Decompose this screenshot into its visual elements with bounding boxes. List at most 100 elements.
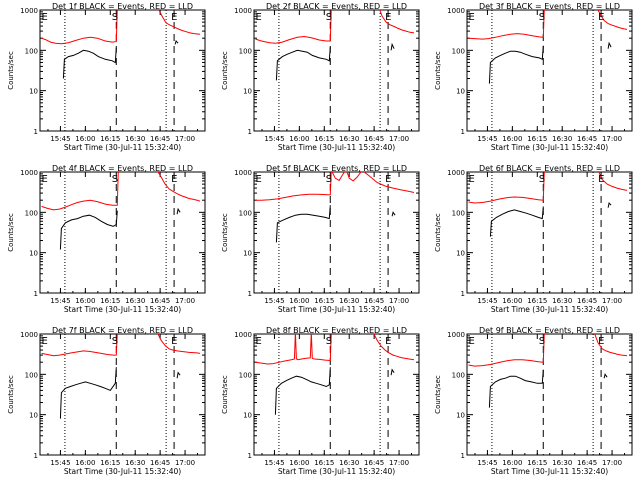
y-tick-label: 1 xyxy=(248,128,252,136)
panel-det-6: 1 10 100 1000 15:45 16:00 16:15 16:30 16:45 17:00… xyxy=(434,164,633,314)
event-marker-label: E xyxy=(171,174,177,185)
event-marker-label: E xyxy=(468,174,474,185)
x-tick-label: 16:45 xyxy=(577,135,597,143)
y-axis-label: Counts/sec xyxy=(221,51,229,90)
x-tick-label: 16:45 xyxy=(577,297,597,305)
x-axis-label: Start Time (30-Jul-11 15:32:40) xyxy=(64,467,181,476)
panel-title: Det 6f BLACK = Events, RED = LLD xyxy=(479,164,620,173)
y-tick-label: 1000 xyxy=(20,169,38,177)
y-tick-label: 100 xyxy=(25,47,38,55)
panel-title: Det 9f BLACK = Events, RED = LLD xyxy=(479,326,620,335)
event-marker-label: E xyxy=(255,12,261,23)
series-line-3 xyxy=(594,334,628,357)
event-marker-label: S xyxy=(539,174,545,185)
y-tick-label: 1000 xyxy=(447,7,465,15)
x-tick-label: 15:45 xyxy=(50,135,70,143)
y-tick-label: 1 xyxy=(248,290,252,298)
event-marker-label: E xyxy=(255,174,261,185)
series-line-1 xyxy=(62,47,117,79)
x-tick-label: 16:15 xyxy=(527,459,547,467)
panel-det-8: 1 10 100 1000 15:45 16:00 16:15 16:30 16:45 17:00… xyxy=(221,326,420,476)
y-tick-label: 1000 xyxy=(447,169,465,177)
y-tick-label: 1000 xyxy=(234,169,252,177)
panel-title: Det 3f BLACK = Events, RED = LLD xyxy=(479,2,620,11)
series-line-1 xyxy=(59,367,117,419)
y-tick-label: 1 xyxy=(461,290,465,298)
panel-title: Det 7f BLACK = Events, RED = LLD xyxy=(52,326,193,335)
x-axis-label: Start Time (30-Jul-11 15:32:40) xyxy=(64,143,181,152)
series-line-3 xyxy=(158,10,201,35)
x-axis-label: Start Time (30-Jul-11 15:32:40) xyxy=(64,305,181,314)
x-tick-label: 16:00 xyxy=(75,297,95,305)
event-marker-label: E xyxy=(598,12,604,23)
series-line-2 xyxy=(41,172,119,211)
event-marker-label: E xyxy=(598,336,604,347)
event-marker-label: E xyxy=(255,336,261,347)
panel-det-7: 1 10 100 1000 15:45 16:00 16:15 16:30 16:45 17:00… xyxy=(7,326,206,476)
series-line-1 xyxy=(488,45,544,84)
panel-det-4: 1 10 100 1000 15:45 16:00 16:15 16:30 16:45 17:00… xyxy=(7,164,206,314)
x-tick-label: 17:00 xyxy=(389,459,409,467)
x-axis-label: Start Time (30-Jul-11 15:32:40) xyxy=(491,305,608,314)
x-tick-label: 17:00 xyxy=(602,459,622,467)
x-tick-label: 16:00 xyxy=(289,459,309,467)
x-tick-label: 17:00 xyxy=(175,459,195,467)
x-tick-label: 16:30 xyxy=(125,297,145,305)
x-tick-label: 16:15 xyxy=(314,459,334,467)
y-tick-label: 1 xyxy=(34,452,38,460)
event-marker-label: S xyxy=(326,174,332,185)
series-line-1 xyxy=(489,206,544,237)
y-tick-label: 10 xyxy=(243,250,252,258)
x-tick-label: 16:45 xyxy=(150,297,170,305)
y-tick-label: 1000 xyxy=(20,7,38,15)
event-marker-label: E xyxy=(598,174,604,185)
x-tick-label: 16:45 xyxy=(577,459,597,467)
event-marker-label: S xyxy=(112,174,118,185)
series-line-4 xyxy=(390,42,395,51)
x-tick-label: 16:30 xyxy=(125,459,145,467)
series-line-1 xyxy=(275,47,331,81)
event-marker-label: E xyxy=(171,336,177,347)
x-tick-label: 15:45 xyxy=(264,135,284,143)
event-marker-label: E xyxy=(385,174,391,185)
y-axis-label: Counts/sec xyxy=(221,213,229,252)
y-axis-label: Counts/sec xyxy=(7,375,15,414)
y-axis-label: Counts/sec xyxy=(434,51,442,90)
series-line-1 xyxy=(274,367,331,415)
series-line-1 xyxy=(59,210,118,250)
series-line-2 xyxy=(41,10,118,45)
y-tick-label: 1 xyxy=(248,452,252,460)
y-axis-label: Counts/sec xyxy=(434,213,442,252)
x-tick-label: 16:30 xyxy=(339,459,359,467)
x-tick-label: 17:00 xyxy=(602,297,622,305)
x-tick-label: 16:00 xyxy=(75,135,95,143)
y-tick-label: 1000 xyxy=(234,7,252,15)
x-tick-label: 16:15 xyxy=(527,135,547,143)
y-axis-label: Counts/sec xyxy=(7,51,15,90)
event-marker-label: E xyxy=(468,336,474,347)
y-tick-label: 100 xyxy=(25,371,38,379)
x-axis-label: Start Time (30-Jul-11 15:32:40) xyxy=(278,467,395,476)
x-tick-label: 16:45 xyxy=(364,459,384,467)
y-tick-label: 1000 xyxy=(447,331,465,339)
y-tick-label: 10 xyxy=(456,250,465,258)
series-line-4 xyxy=(176,207,181,215)
x-tick-label: 15:45 xyxy=(264,459,284,467)
x-tick-label: 16:15 xyxy=(314,135,334,143)
event-marker-label: S xyxy=(539,336,545,347)
x-tick-label: 16:45 xyxy=(364,297,384,305)
panel-det-3: 1 10 100 1000 15:45 16:00 16:15 16:30 16:45 17:00… xyxy=(434,2,633,152)
y-axis-label: Counts/sec xyxy=(221,375,229,414)
x-axis-label: Start Time (30-Jul-11 15:32:40) xyxy=(278,305,395,314)
series-line-2 xyxy=(255,172,415,201)
y-tick-label: 1 xyxy=(34,290,38,298)
x-tick-label: 16:15 xyxy=(527,297,547,305)
panel-title: Det 8f BLACK = Events, RED = LLD xyxy=(266,326,407,335)
y-tick-label: 100 xyxy=(452,209,465,217)
y-tick-label: 100 xyxy=(452,371,465,379)
x-tick-label: 16:30 xyxy=(552,297,572,305)
y-tick-label: 10 xyxy=(29,88,38,96)
y-tick-label: 1 xyxy=(34,128,38,136)
event-marker-label: S xyxy=(112,336,118,347)
x-tick-label: 16:00 xyxy=(75,459,95,467)
